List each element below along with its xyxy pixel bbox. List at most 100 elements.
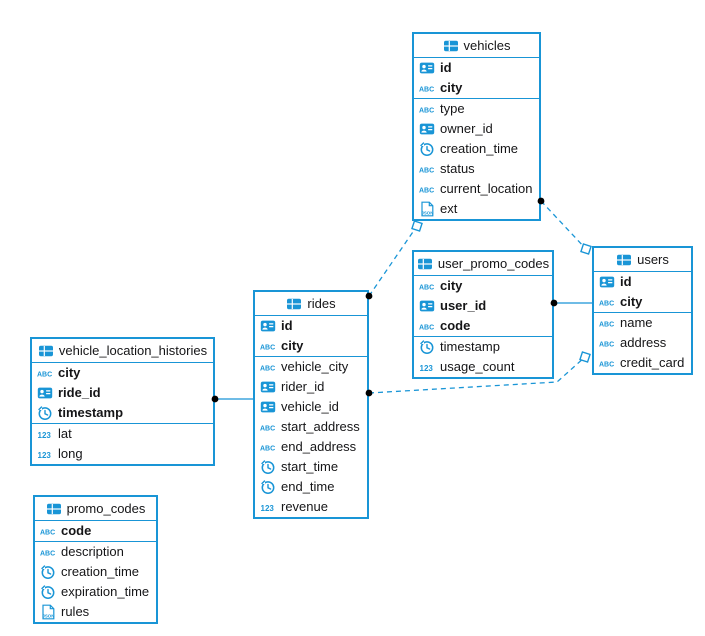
- field-row-rules: JSON rules: [35, 602, 156, 622]
- abc-text-icon: ABC: [419, 181, 435, 197]
- id-card-icon: [419, 60, 435, 76]
- abc-text-icon: ABC: [599, 335, 615, 351]
- table-title: vehicles: [463, 38, 511, 53]
- field-row-status: ABC status: [414, 159, 539, 179]
- table-icon: [286, 296, 302, 312]
- abc-text-icon: ABC: [419, 101, 435, 117]
- id-card-icon: [419, 121, 435, 137]
- svg-text:ABC: ABC: [40, 551, 55, 558]
- table-header[interactable]: vehicle_location_histories: [32, 339, 213, 363]
- field-name: ext: [440, 201, 458, 216]
- number-123-icon: 123: [37, 446, 53, 462]
- svg-text:ABC: ABC: [260, 345, 275, 352]
- field-name: user_id: [440, 298, 487, 313]
- field-row-user_id: user_id: [414, 296, 552, 316]
- field-name: credit_card: [620, 355, 685, 370]
- clock-icon: [419, 141, 435, 157]
- field-name: type: [440, 101, 465, 116]
- table-vehicles[interactable]: vehicles id ABC city ABC type owner_id creation…: [412, 32, 541, 221]
- field-name: expiration_time: [61, 584, 150, 599]
- svg-text:123: 123: [38, 451, 52, 460]
- clock-icon: [40, 564, 56, 580]
- table-title: users: [637, 252, 669, 267]
- field-row-city: ABC city: [32, 363, 213, 383]
- field-name: vehicle_id: [281, 399, 339, 414]
- table-icon: [38, 343, 54, 359]
- table-icon: [417, 256, 433, 272]
- svg-text:ABC: ABC: [599, 362, 614, 369]
- svg-text:ABC: ABC: [260, 446, 275, 453]
- field-row-vehicle_city: ABC vehicle_city: [255, 357, 367, 377]
- primary-key-section: id ABC city: [414, 58, 539, 98]
- primary-key-section: id ABC city: [594, 272, 691, 312]
- field-name: description: [61, 544, 124, 559]
- table-vehicle_location_histories[interactable]: vehicle_location_histories ABC city ride_id…: [30, 337, 215, 466]
- field-name: id: [281, 318, 293, 333]
- table-header[interactable]: rides: [255, 292, 367, 316]
- table-header[interactable]: promo_codes: [35, 497, 156, 521]
- field-name: lat: [58, 426, 72, 441]
- field-row-address: ABC address: [594, 333, 691, 353]
- table-header[interactable]: user_promo_codes: [414, 252, 552, 276]
- number-123-icon: 123: [37, 426, 53, 442]
- table-icon: [616, 252, 632, 268]
- field-row-type: ABC type: [414, 99, 539, 119]
- table-rides[interactable]: rides id ABC city ABC vehicle_city rider_id veh…: [253, 290, 369, 519]
- field-name: usage_count: [440, 359, 515, 374]
- clock-icon: [419, 339, 435, 355]
- clock-icon: [40, 584, 56, 600]
- field-row-id: id: [594, 272, 691, 292]
- field-row-long: 123 long: [32, 444, 213, 464]
- field-row-current_location: ABC current_location: [414, 179, 539, 199]
- field-row-city: ABC city: [594, 292, 691, 312]
- field-name: code: [440, 318, 471, 333]
- table-header[interactable]: vehicles: [414, 34, 539, 58]
- field-row-start_time: start_time: [255, 457, 367, 477]
- table-promo_codes[interactable]: promo_codes ABC code ABC description creation…: [33, 495, 158, 624]
- svg-text:ABC: ABC: [40, 530, 55, 537]
- field-row-code: ABC code: [414, 316, 552, 336]
- table-title: rides: [307, 296, 336, 311]
- field-name: current_location: [440, 181, 533, 196]
- field-row-owner_id: owner_id: [414, 119, 539, 139]
- field-name: id: [440, 60, 452, 75]
- svg-text:ABC: ABC: [260, 426, 275, 433]
- field-name: rules: [61, 604, 90, 619]
- svg-text:JSON: JSON: [421, 210, 433, 215]
- number-123-icon: 123: [260, 499, 276, 515]
- field-row-expiration_time: expiration_time: [35, 582, 156, 602]
- table-users[interactable]: users id ABC city ABC name ABC address ABC credit…: [592, 246, 693, 375]
- fields-section: ABC name ABC address ABC credit_card: [594, 312, 691, 373]
- id-card-icon: [260, 379, 276, 395]
- abc-text-icon: ABC: [37, 365, 53, 381]
- field-name: timestamp: [58, 405, 124, 420]
- field-row-ride_id: ride_id: [32, 383, 213, 403]
- number-123-icon: 123: [419, 359, 435, 375]
- field-name: timestamp: [440, 339, 500, 354]
- table-header[interactable]: users: [594, 248, 691, 272]
- field-row-timestamp: timestamp: [32, 403, 213, 423]
- clock-icon: [37, 405, 53, 421]
- fields-section: ABC type owner_id creation_time ABC status ABC…: [414, 98, 539, 219]
- field-row-end_time: end_time: [255, 477, 367, 497]
- id-card-icon: [260, 318, 276, 334]
- field-name: vehicle_city: [281, 359, 349, 374]
- svg-text:ABC: ABC: [419, 108, 434, 115]
- field-name: rider_id: [281, 379, 325, 394]
- svg-text:ABC: ABC: [419, 87, 434, 94]
- abc-text-icon: ABC: [40, 544, 56, 560]
- id-card-icon: [260, 399, 276, 415]
- field-row-id: id: [255, 316, 367, 336]
- abc-text-icon: ABC: [260, 359, 276, 375]
- id-card-icon: [37, 385, 53, 401]
- field-row-city: ABC city: [255, 336, 367, 356]
- field-row-usage_count: 123 usage_count: [414, 357, 552, 377]
- svg-text:123: 123: [38, 431, 52, 440]
- abc-text-icon: ABC: [599, 315, 615, 331]
- table-user_promo_codes[interactable]: user_promo_codes ABC city user_id ABC code tim…: [412, 250, 554, 379]
- table-title: vehicle_location_histories: [58, 343, 208, 358]
- field-name: code: [61, 523, 92, 538]
- svg-text:ABC: ABC: [419, 325, 434, 332]
- field-row-start_address: ABC start_address: [255, 417, 367, 437]
